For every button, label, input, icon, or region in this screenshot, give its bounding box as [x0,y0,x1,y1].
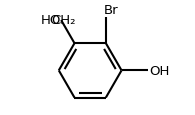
Text: Br: Br [104,4,118,17]
Text: CH₂: CH₂ [52,13,76,26]
Text: OH: OH [149,64,169,77]
Text: HO: HO [41,13,61,26]
